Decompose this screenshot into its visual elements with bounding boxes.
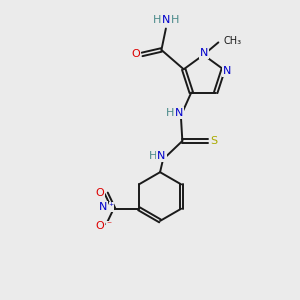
Text: O: O [131,50,140,59]
Text: H: H [166,108,175,118]
Text: H: H [153,15,162,25]
Text: N: N [158,152,166,161]
Text: N: N [162,15,171,25]
Text: N: N [175,108,184,118]
Text: ⁻: ⁻ [106,221,111,231]
Text: CH₃: CH₃ [224,36,242,46]
Text: ⁺: ⁺ [109,202,114,212]
Text: H: H [171,15,179,25]
Text: H: H [148,152,157,161]
Text: N: N [200,48,208,59]
Text: O: O [95,221,104,231]
Text: N: N [223,66,231,76]
Text: O: O [95,188,104,198]
Text: N: N [99,202,107,212]
Text: S: S [211,136,218,146]
